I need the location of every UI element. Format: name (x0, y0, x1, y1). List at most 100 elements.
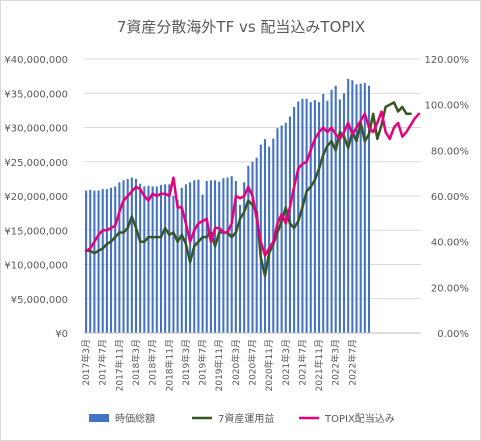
bar (355, 84, 358, 333)
x-tick-label: 2022年7月 (346, 339, 358, 386)
bar (318, 102, 321, 333)
bar (338, 99, 341, 333)
bar (134, 178, 138, 333)
bar (234, 180, 237, 333)
x-tick-label: 2020年7月 (247, 339, 259, 386)
y-left-tick-label: ¥20,000,000 (4, 192, 68, 203)
x-tick-label: 2021年7月 (296, 339, 308, 386)
y-left-tick-label: ¥15,000,000 (4, 226, 68, 237)
bar (301, 98, 304, 333)
x-tick-label: 2017年11月 (113, 339, 125, 391)
legend-swatch (89, 414, 109, 422)
bar (180, 187, 183, 333)
bar (205, 180, 208, 333)
bar (230, 176, 233, 333)
y-left-tick-label: ¥0 (55, 329, 68, 340)
x-tick-label: 2019年3月 (180, 339, 192, 386)
y-right-tick-label: 0.00% (437, 329, 469, 340)
bar (326, 100, 329, 333)
x-tick-label: 2020年3月 (230, 339, 242, 386)
bar (101, 189, 104, 333)
y-left-tick-label: ¥30,000,000 (4, 124, 68, 135)
bar (122, 180, 125, 333)
y-right-tick-label: 100.00% (425, 101, 470, 112)
x-tick-label: 2018年3月 (130, 339, 142, 386)
x-tick-label: 2018年7月 (147, 339, 159, 386)
bar (130, 177, 133, 333)
bar (322, 93, 325, 333)
x-axis: 2017年3月 2017年7月 2017年11月 2018年3月 2018年7月 2018… (80, 332, 421, 391)
bar (201, 194, 204, 333)
x-tick-label: 2017年3月 (80, 339, 92, 386)
bar (280, 125, 283, 333)
y-right-tick-label: 80.00% (431, 146, 469, 157)
bar (284, 122, 287, 333)
bar (93, 190, 96, 333)
bar (151, 186, 154, 333)
y-left-tick-label: ¥40,000,000 (4, 55, 68, 66)
bar (155, 186, 158, 333)
x-tick-label: 2021年3月 (280, 339, 292, 386)
legend-label: 時価総額 (115, 412, 155, 425)
bar (159, 185, 163, 333)
bar (309, 102, 312, 333)
bar (313, 100, 316, 333)
y-left-tick-label: ¥10,000,000 (4, 261, 68, 272)
bar (255, 157, 258, 333)
bar (118, 182, 121, 333)
series-line-1 (84, 101, 412, 278)
y-right-tick-label: 20.00% (431, 283, 469, 294)
bar (218, 181, 221, 333)
bar (363, 82, 366, 333)
bar (197, 179, 200, 333)
chart-title: 7資産分散海外TF vs 配当込みTOPIX (117, 18, 365, 36)
y-axis-right: 0.00% 20.00% 40.00% 60.00% 80.00% 100.00% 120.… (425, 55, 470, 340)
x-tick-label: 2018年11月 (163, 339, 175, 391)
bar (114, 186, 117, 333)
bar (268, 146, 271, 333)
bar (367, 85, 371, 333)
bar (263, 139, 267, 333)
x-tick-label: 2021年11月 (313, 339, 325, 391)
x-tick-label: 2017年7月 (97, 339, 109, 386)
bar (184, 184, 187, 333)
bar (105, 189, 108, 333)
bar (168, 184, 171, 333)
bar (110, 187, 113, 333)
bar (85, 190, 88, 333)
bar (214, 180, 217, 333)
x-tick-label: 2020年11月 (263, 339, 275, 391)
bar (272, 138, 275, 333)
y-right-tick-label: 40.00% (431, 238, 469, 249)
y-axis-left: ¥0 ¥5,000,000 ¥10,000,000 ¥15,000,000 ¥20,00… (4, 55, 68, 340)
bar (209, 180, 212, 333)
bar (176, 200, 179, 333)
x-tick-label: 2022年3月 (330, 339, 342, 386)
bar (193, 180, 196, 333)
x-tick-label: 2019年7月 (197, 339, 209, 386)
bar (147, 185, 150, 333)
legend: 時価総額 7資産運用益 TOPIX配当込み (89, 412, 395, 425)
y-right-tick-label: 60.00% (431, 192, 469, 203)
bar (305, 98, 308, 333)
bar (243, 182, 246, 333)
bar (172, 196, 175, 333)
bar (359, 83, 362, 333)
bar (226, 177, 229, 333)
bar (222, 178, 225, 333)
bars-layer (85, 78, 371, 334)
bar (139, 183, 142, 333)
legend-label: 7資産運用益 (218, 412, 274, 425)
bar (347, 78, 350, 334)
y-left-tick-label: ¥5,000,000 (11, 295, 68, 306)
series-line-2 (84, 110, 421, 257)
legend-label: TOPIX配当込み (324, 412, 395, 425)
bar (97, 190, 100, 333)
y-left-tick-label: ¥25,000,000 (4, 158, 68, 169)
bar (293, 106, 296, 333)
bar (334, 85, 337, 333)
bar (238, 204, 242, 333)
y-right-tick-label: 120.00% (425, 55, 470, 66)
